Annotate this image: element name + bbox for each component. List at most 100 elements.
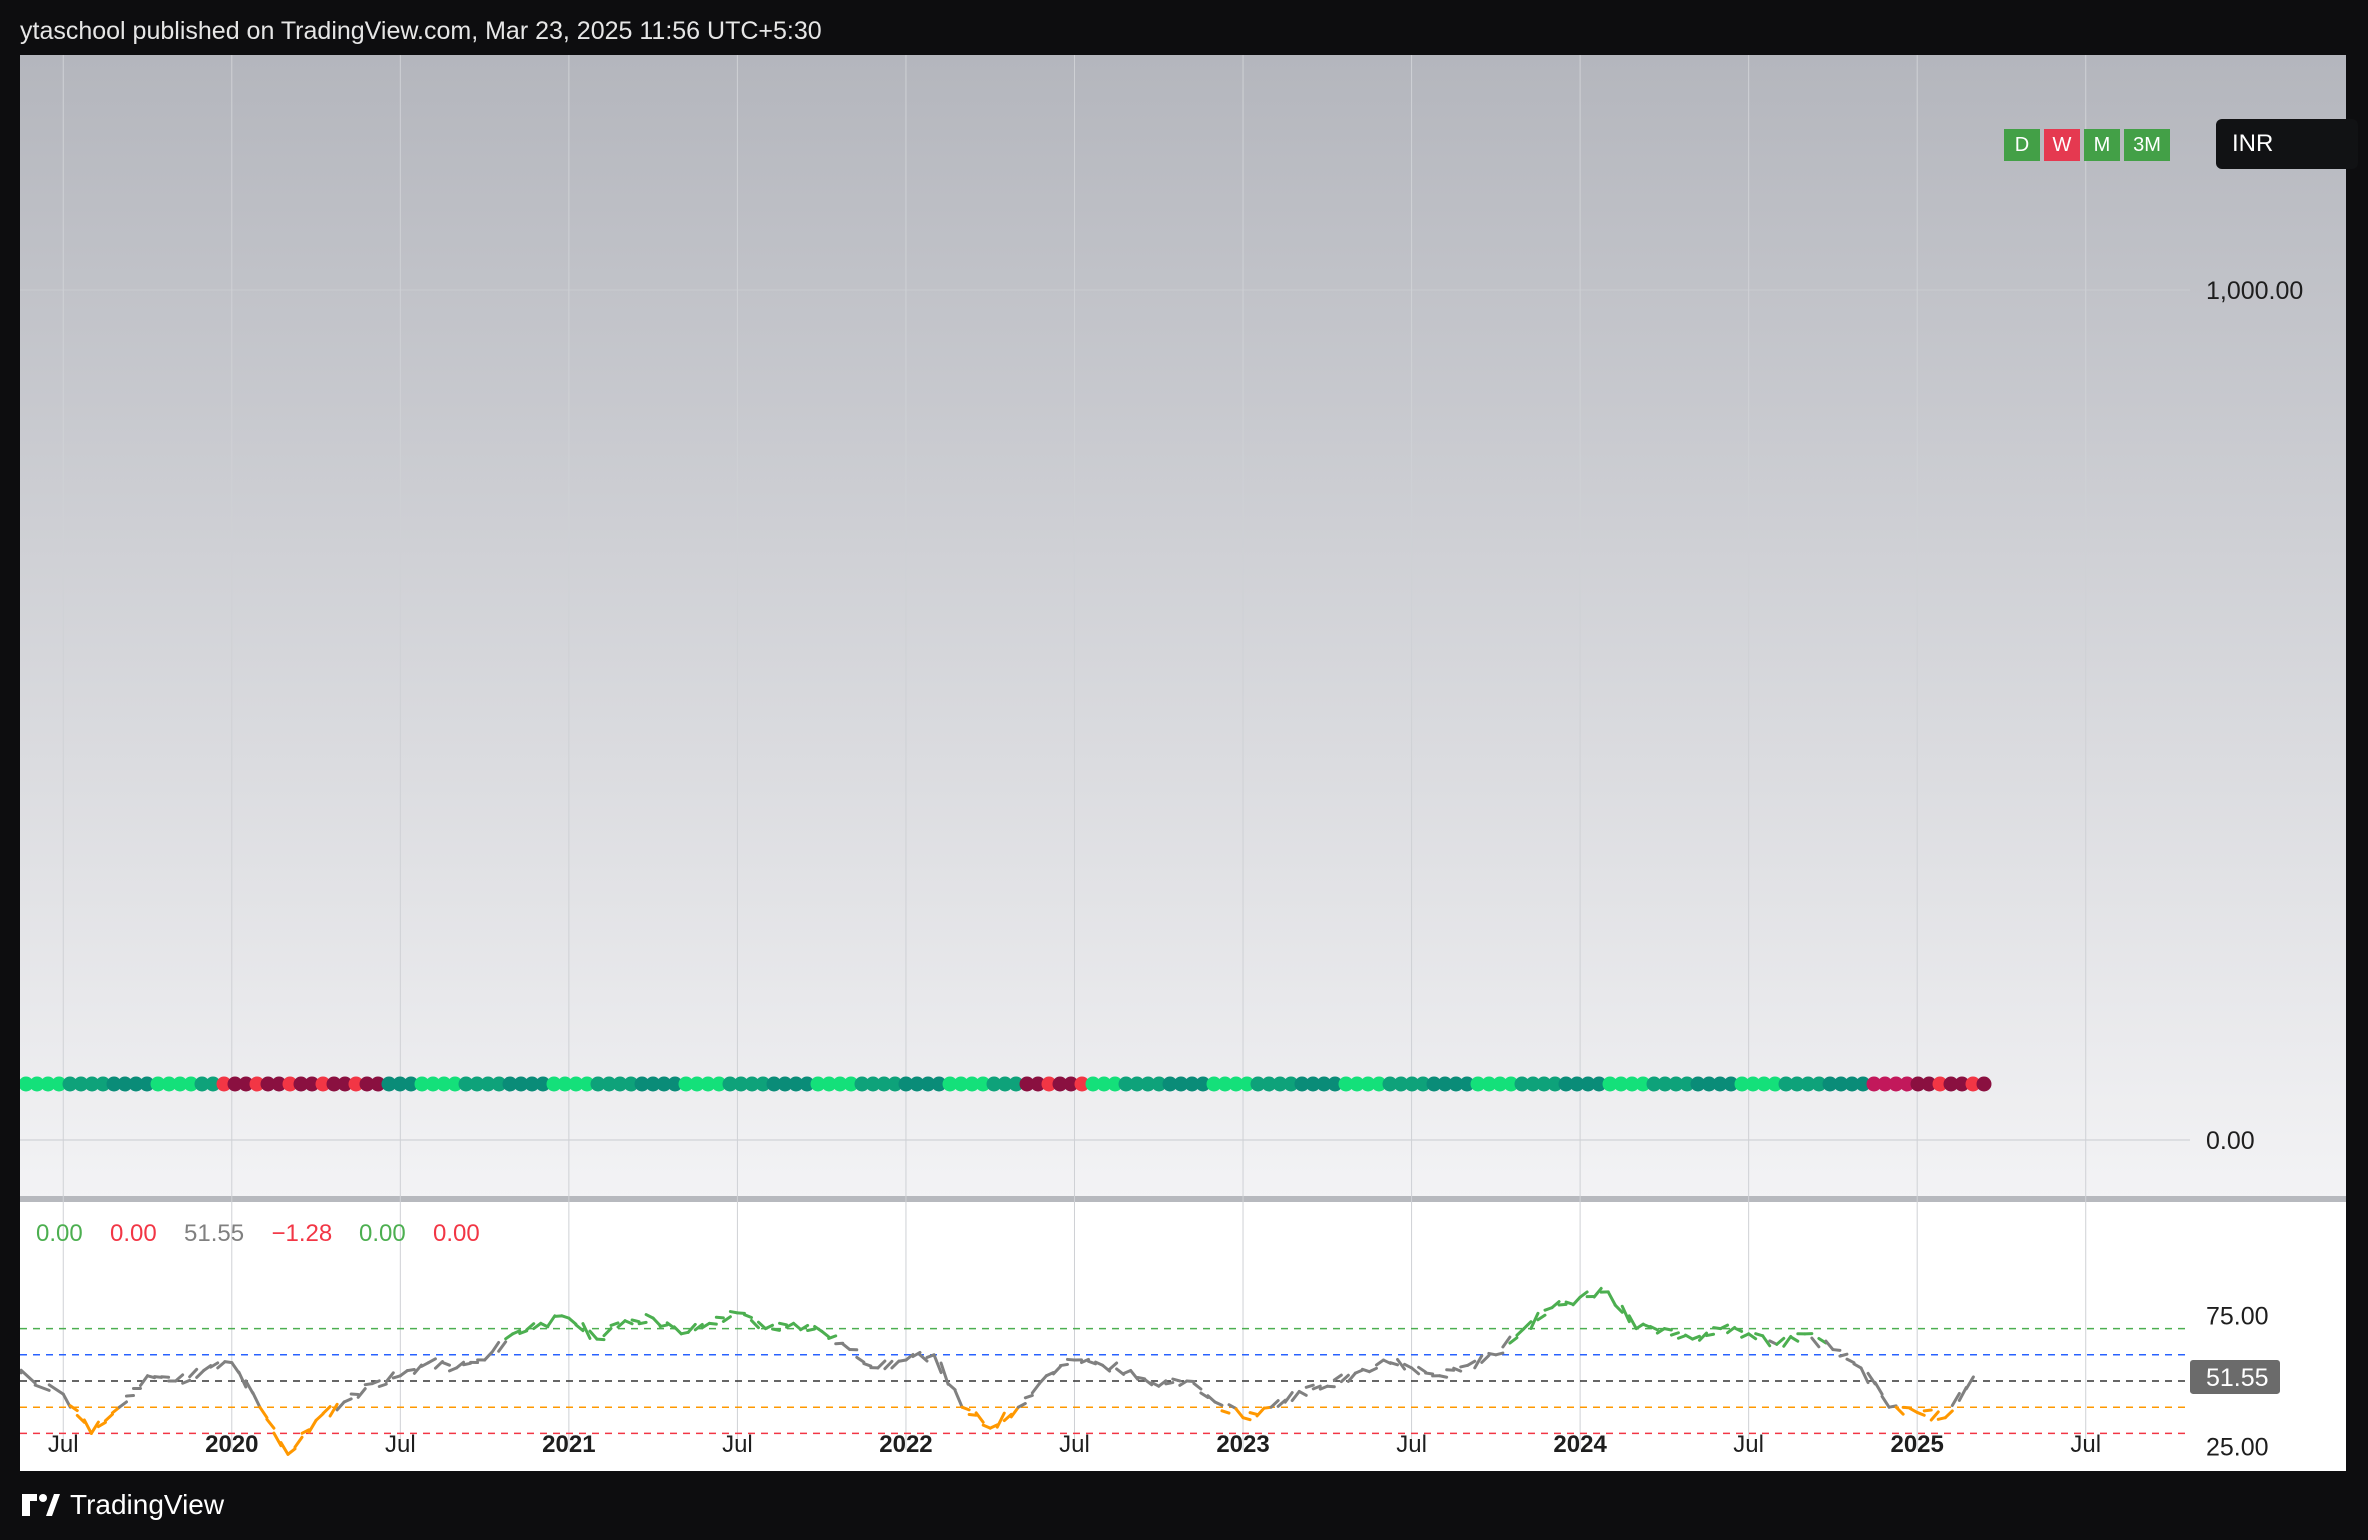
rsi-line-segment [1529,1311,1540,1330]
rsi-line-segment [1880,1394,1891,1409]
rsi-line-segment [883,1359,894,1371]
rsi-line-segment [1606,1290,1617,1307]
status-dot [645,1076,661,1092]
status-dot [40,1076,56,1092]
status-dot [612,1076,628,1092]
status-dot [106,1076,122,1092]
rsi-line-segment [1037,1374,1048,1386]
status-dot [667,1076,683,1092]
rsi-line-segment [1789,1335,1800,1343]
rsi-line-segment [19,1368,37,1385]
status-dot [1118,1076,1134,1092]
rsi-line-segment [1227,1403,1238,1411]
attribution-text: ytaschool published on TradingView.com, … [20,17,822,45]
rsi-line-segment [1051,1364,1062,1376]
status-dot [1525,1076,1541,1092]
status-dot [293,1076,309,1092]
status-dot [1052,1076,1068,1092]
rsi-line-segment [799,1323,810,1332]
status-dot [920,1076,936,1092]
attribution-bar: ytaschool published on TradingView.com, … [0,0,2368,56]
rsi-line-segment [525,1322,536,1332]
rsi-line-segment [1747,1332,1758,1341]
status-dot [1239,1076,1255,1092]
status-dot [1074,1076,1090,1092]
status-dot [1503,1076,1519,1092]
rsi-line-segment [1817,1336,1828,1345]
status-dot [656,1076,672,1092]
status-dot [634,1076,650,1092]
rsi-line-segment [117,1400,128,1409]
status-dot [62,1076,78,1092]
rsi-line-segment [988,1423,999,1430]
rsi-line-segment [1887,1404,1898,1409]
status-dot [1822,1076,1838,1092]
status-dot [1635,1076,1651,1092]
status-dot [590,1076,606,1092]
rsi-line-segment [707,1321,718,1326]
time-tick-label: Jul [48,1431,79,1458]
status-dot [1767,1076,1783,1092]
status-dot [1206,1076,1222,1092]
status-dot [1184,1076,1200,1092]
rsi-line-segment [630,1318,641,1324]
rsi-line-segment [251,1391,262,1409]
rsi-line-segment [623,1319,634,1326]
rsi-line-segment [188,1367,199,1379]
rsi-line-segment [890,1359,901,1370]
rsi-line-segment [1662,1327,1673,1332]
status-dot [1327,1076,1343,1092]
status-dot [524,1076,540,1092]
rsi-line-segment [1199,1391,1210,1399]
status-dot [568,1076,584,1092]
rsi-line-segment [1325,1384,1336,1389]
status-dot [1778,1076,1794,1092]
footer-brand[interactable]: TradingView [20,1480,224,1530]
status-dot [326,1076,342,1092]
status-dot [1624,1076,1640,1092]
rsi-line-segment [1592,1286,1603,1299]
chart-canvas[interactable]: 0.001,000.002,000.003,000.004,000.005,00… [5,55,2346,1471]
timeframe-badge-w[interactable]: W [2044,129,2080,161]
rsi-line-segment [1452,1366,1463,1373]
rsi-line-segment [1234,1407,1245,1420]
rsi-line-segment [1761,1334,1772,1348]
rsi-header-value: 0.00 [433,1220,480,1247]
rsi-line-segment [1494,1351,1505,1357]
status-dot [1833,1076,1849,1092]
rsi-line-segment [426,1357,437,1365]
rsi-line-segment [862,1362,873,1368]
rsi-header-value: 0.00 [110,1220,157,1247]
status-dot [1063,1076,1079,1092]
rsi-line-segment [771,1327,782,1332]
rsi-line-segment [1016,1402,1027,1409]
status-dot [887,1076,903,1092]
time-tick-label: 2022 [879,1431,932,1458]
rsi-line-segment [1466,1359,1477,1367]
rsi-line-segment [286,1447,297,1456]
currency-selector[interactable]: INR [2216,119,2358,169]
status-dot [986,1076,1002,1092]
status-dot [1800,1076,1816,1092]
rsi-line-segment [1424,1371,1435,1376]
status-dot [1470,1076,1486,1092]
status-dot [238,1076,254,1092]
status-dot [777,1076,793,1092]
status-dot [1734,1076,1750,1092]
rsi-line-segment [258,1405,269,1420]
status-dot [1404,1076,1420,1092]
rsi-line-segment [693,1322,704,1332]
rsi-line-segment [1192,1381,1203,1391]
timeframe-badge-m[interactable]: M [2084,129,2120,161]
rsi-line-segment [960,1405,971,1412]
timeframe-badge-d[interactable]: D [2004,129,2040,161]
status-dot [183,1076,199,1092]
rsi-line-segment [1164,1381,1175,1386]
status-dot [1844,1076,1860,1092]
timeframe-badge-3m[interactable]: 3M [2124,129,2170,161]
rsi-line-segment [1080,1357,1091,1365]
rsi-line-segment [209,1361,220,1369]
rsi-line-segment [651,1316,662,1328]
status-dot [1437,1076,1453,1092]
status-dot [1085,1076,1101,1092]
